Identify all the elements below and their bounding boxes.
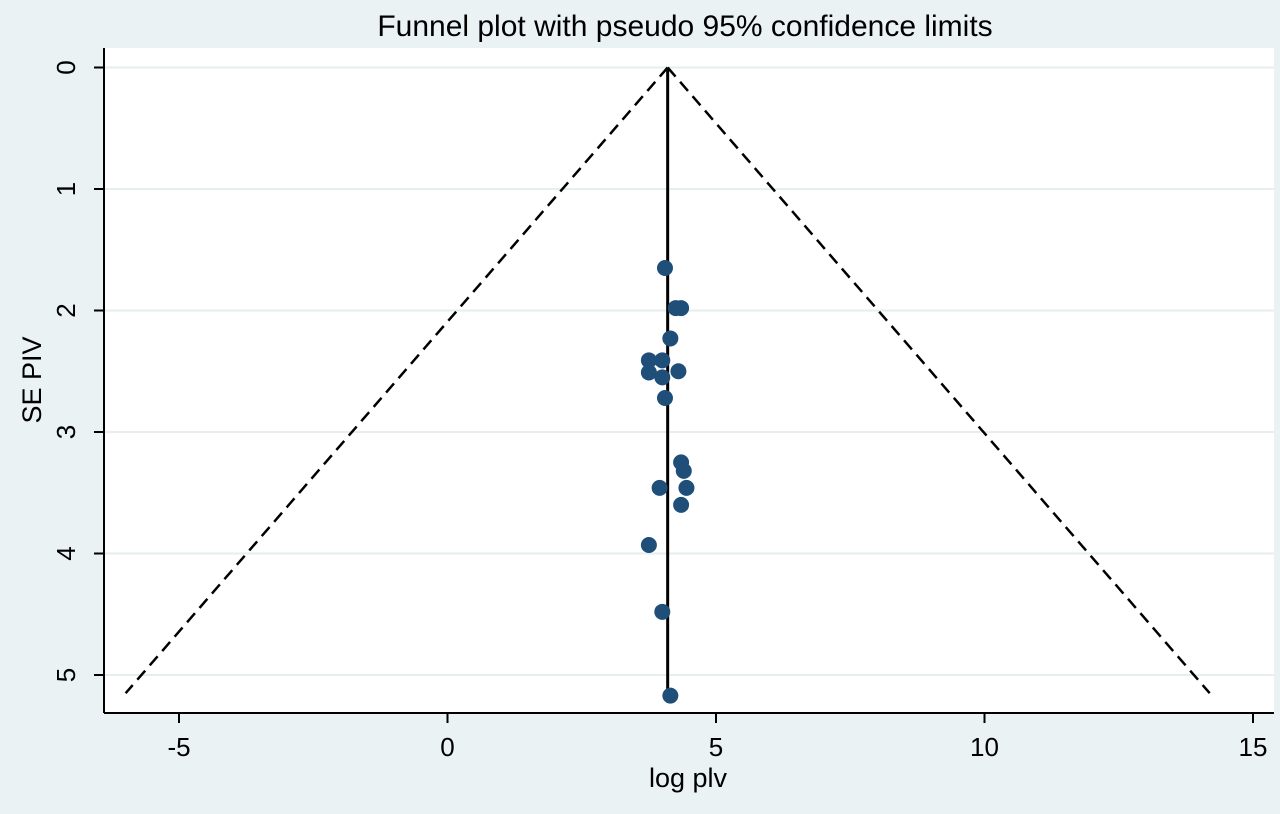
gridlines — [104, 66, 1274, 676]
x-tick-label: 15 — [1239, 732, 1268, 762]
data-point — [670, 363, 687, 380]
axes: -5 0 5 10 15 0 1 2 3 4 5 — [51, 48, 1274, 762]
data-point — [673, 496, 690, 513]
y-axis-label: SE PIV — [17, 336, 47, 423]
x-tick-label: 10 — [970, 732, 999, 762]
data-point — [675, 462, 692, 479]
chart-title: Funnel plot with pseudo 95% confidence l… — [377, 10, 992, 43]
plot-area — [104, 48, 1274, 713]
y-tick-label: 5 — [51, 668, 81, 682]
data-point — [662, 330, 679, 347]
y-tick-label: 1 — [51, 182, 81, 196]
data-point — [651, 479, 668, 496]
data-point — [678, 479, 695, 496]
data-point — [640, 536, 657, 553]
data-point — [654, 352, 671, 369]
lower-limit-line — [124, 66, 669, 695]
data-points — [640, 259, 695, 704]
data-point — [654, 603, 671, 620]
data-point — [673, 300, 690, 317]
upper-limit-line — [666, 66, 1211, 695]
y-tick-label: 4 — [51, 546, 81, 560]
x-tick-label: 0 — [440, 732, 454, 762]
data-point — [640, 364, 657, 381]
y-tick-label: 3 — [51, 425, 81, 439]
y-tick-label: 0 — [51, 60, 81, 74]
data-point — [640, 352, 657, 369]
data-point — [656, 389, 673, 406]
data-point — [654, 369, 671, 386]
x-axis-label: log plv — [649, 763, 728, 793]
x-tick-label: -5 — [167, 732, 190, 762]
y-tick-label: 2 — [51, 303, 81, 317]
data-point — [662, 687, 679, 704]
data-point — [656, 259, 673, 276]
x-tick-label: 5 — [709, 732, 723, 762]
